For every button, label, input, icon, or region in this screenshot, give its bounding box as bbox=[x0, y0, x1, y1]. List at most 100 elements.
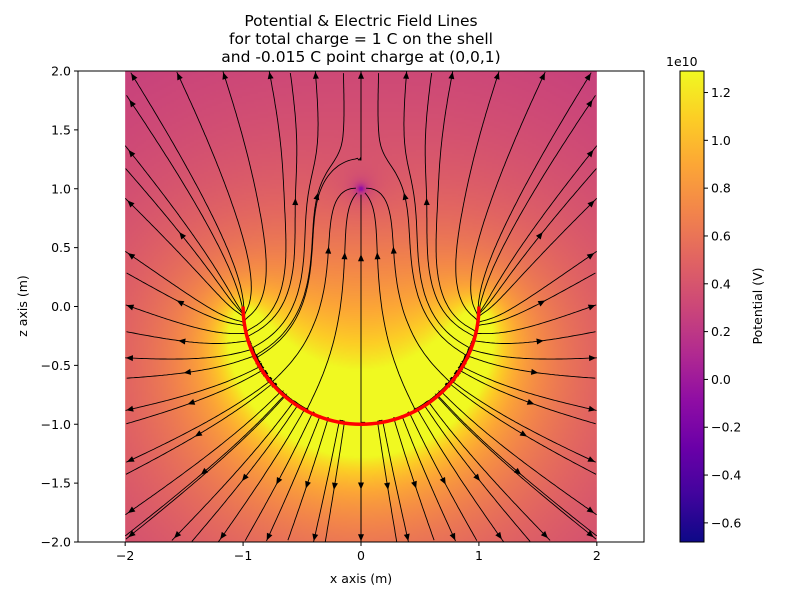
field-arrow bbox=[519, 430, 528, 437]
field-arrow bbox=[449, 532, 456, 541]
colorbar-multiplier: 1e10 bbox=[666, 54, 698, 69]
field-arrow bbox=[128, 530, 136, 538]
colorbar-tick-label: −0.4 bbox=[711, 468, 741, 483]
field-arrow bbox=[222, 72, 229, 80]
field-arrow bbox=[194, 430, 203, 437]
field-arrow bbox=[292, 198, 299, 206]
field-arrow bbox=[305, 480, 311, 489]
field-arrow bbox=[495, 531, 502, 540]
field-arrow bbox=[126, 456, 135, 462]
y-tick-label: −2.0 bbox=[41, 535, 71, 550]
field-arrow bbox=[125, 355, 134, 362]
field-arrow bbox=[403, 71, 410, 79]
field-arrow bbox=[358, 254, 364, 262]
field-arrow bbox=[584, 73, 591, 81]
field-arrow bbox=[187, 399, 196, 405]
x-axis-ticks: −2 −1 0 1 2 bbox=[116, 542, 601, 563]
field-arrow bbox=[374, 252, 381, 260]
x-tick-label: 1 bbox=[475, 548, 483, 563]
y-tick-label: 1.5 bbox=[51, 122, 71, 137]
colorbar-tick-label: 0.0 bbox=[711, 372, 731, 387]
field-arrow bbox=[127, 506, 136, 513]
field-arrow bbox=[128, 149, 136, 158]
field-arrow bbox=[535, 232, 543, 240]
chart-title-line-3: and -0.015 C point charge at (0,0,1) bbox=[221, 48, 500, 66]
plot-area bbox=[125, 71, 597, 542]
y-axis-ticks: −2.0 −1.5 −1.0 −0.5 0.0 0.5 1.0 1.5 2.0 bbox=[41, 64, 78, 550]
colorbar-tick-label: 0.4 bbox=[711, 276, 731, 291]
field-arrow bbox=[439, 476, 446, 485]
field-arrow bbox=[358, 482, 364, 490]
field-arrow bbox=[267, 71, 274, 80]
field-arrow bbox=[266, 532, 273, 541]
field-arrow bbox=[176, 300, 185, 307]
field-arrows-group bbox=[125, 71, 597, 542]
x-tick-label: 0 bbox=[357, 548, 365, 563]
field-arrow bbox=[174, 531, 182, 539]
y-tick-label: 0.5 bbox=[51, 240, 71, 255]
field-arrow bbox=[129, 99, 136, 108]
field-arrow bbox=[220, 531, 227, 540]
field-arrow bbox=[536, 338, 544, 345]
field-arrow bbox=[177, 72, 183, 81]
field-arrow bbox=[312, 71, 319, 79]
colorbar-label: Potential (V) bbox=[750, 267, 765, 344]
field-arrow bbox=[586, 506, 595, 513]
x-axis-label: x axis (m) bbox=[330, 571, 392, 586]
colorbar-tick-label: 0.2 bbox=[711, 324, 731, 339]
field-arrow bbox=[402, 192, 409, 201]
field-arrow bbox=[513, 467, 522, 475]
y-tick-label: 0.0 bbox=[51, 299, 71, 314]
field-arrow bbox=[127, 200, 135, 208]
field-arrow bbox=[493, 72, 500, 80]
field-arrow bbox=[126, 405, 134, 412]
charged-shell bbox=[241, 306, 481, 426]
x-tick-label: 2 bbox=[593, 548, 601, 563]
field-arrow bbox=[183, 368, 192, 375]
y-tick-label: 2.0 bbox=[51, 64, 71, 79]
field-arrow bbox=[411, 480, 417, 489]
field-arrow bbox=[587, 304, 596, 311]
field-arrow bbox=[358, 534, 364, 542]
field-arrow bbox=[448, 71, 455, 80]
x-tick-label: −2 bbox=[116, 548, 134, 563]
field-line bbox=[413, 400, 551, 541]
field-arrow bbox=[526, 399, 535, 405]
colorbar-tick-label: 1.0 bbox=[711, 133, 731, 148]
field-arrow bbox=[358, 71, 364, 79]
field-arrow bbox=[586, 149, 594, 158]
chart-title-line-2: for total charge = 1 C on the shell bbox=[229, 30, 493, 48]
field-arrow bbox=[587, 456, 596, 462]
field-arrow bbox=[539, 72, 545, 81]
colorbar-tick-label: 0.8 bbox=[711, 181, 731, 196]
field-arrow bbox=[325, 246, 332, 254]
colorbar: 1e10 −0.6 −0.4 −0.2 0.0 0.2 0.4 0.6 0.8 1.0 1.2 P… bbox=[666, 54, 765, 543]
field-arrow bbox=[384, 482, 390, 490]
field-arrow bbox=[341, 252, 348, 260]
field-arrow bbox=[276, 476, 283, 485]
field-arrow bbox=[131, 73, 138, 81]
field-arrow bbox=[586, 530, 594, 538]
field-arrow bbox=[586, 253, 595, 260]
field-arrow bbox=[179, 232, 187, 240]
colorbar-tick-label: 1.2 bbox=[711, 85, 731, 100]
field-arrow bbox=[537, 300, 546, 307]
field-arrow bbox=[242, 473, 249, 482]
field-arrow bbox=[423, 198, 430, 206]
y-tick-label: 1.0 bbox=[51, 181, 71, 196]
field-arrow bbox=[200, 467, 209, 475]
colorbar-tick-label: −0.2 bbox=[711, 420, 741, 435]
field-arrow bbox=[588, 355, 597, 362]
colorbar-tick-label: 0.6 bbox=[711, 228, 731, 243]
field-arrow bbox=[587, 200, 595, 208]
field-arrow bbox=[313, 192, 320, 201]
colorbar-tick-label: −0.6 bbox=[711, 515, 741, 530]
y-axis-label: z axis (m) bbox=[15, 275, 30, 336]
field-arrow bbox=[390, 246, 397, 254]
chart-title-line-1: Potential & Electric Field Lines bbox=[244, 12, 477, 30]
field-arrow bbox=[126, 304, 135, 311]
x-tick-label: −1 bbox=[234, 548, 252, 563]
field-arrow bbox=[332, 482, 338, 490]
y-tick-label: −1.5 bbox=[41, 476, 71, 491]
